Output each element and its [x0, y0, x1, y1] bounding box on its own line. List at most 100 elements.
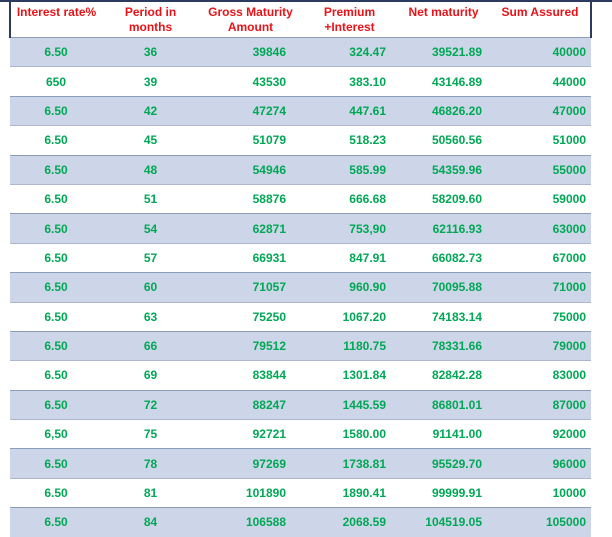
- cell-period-months: 45: [102, 125, 199, 156]
- cell-interest-rate: 6.50: [10, 478, 102, 508]
- cell-premium-interest: 2068.59: [302, 507, 397, 537]
- cell-sum-assured: 44000: [490, 66, 591, 97]
- cell-net-maturity: 39521.89: [397, 36, 490, 68]
- column-header-sum-assured: Sum Assured: [490, 2, 592, 38]
- cell-sum-assured: 55000: [490, 154, 591, 185]
- table-row: 6.50 66 79512 1180.75 78331.66 79000: [10, 330, 591, 362]
- cell-interest-rate: 650: [10, 66, 102, 97]
- cell-sum-assured: 63000: [490, 213, 591, 244]
- table-row: 6.50 84 106588 2068.59 104519.05 105000: [10, 507, 591, 537]
- cell-gross-maturity-amount: 97269: [199, 448, 302, 479]
- cell-period-months: 42: [102, 95, 199, 127]
- table-row: 6.50 57 66931 847.91 66082.73 67000: [10, 243, 591, 273]
- cell-net-maturity: 99999.91: [397, 478, 490, 508]
- cell-sum-assured: 71000: [490, 272, 591, 303]
- table-row: 6.50 45 51079 518.23 50560.56 51000: [10, 125, 591, 156]
- cell-net-maturity: 43146.89: [397, 66, 490, 97]
- cell-interest-rate: 6.50: [10, 213, 102, 244]
- cell-gross-maturity-amount: 92721: [199, 419, 302, 449]
- cell-sum-assured: 96000: [490, 448, 591, 479]
- cell-gross-maturity-amount: 58876: [199, 184, 302, 214]
- cell-net-maturity: 46826.20: [397, 95, 490, 127]
- cell-premium-interest: 1301.84: [302, 360, 397, 391]
- cell-premium-interest: 585.99: [302, 154, 397, 185]
- cell-premium-interest: 666.68: [302, 184, 397, 214]
- cell-interest-rate: 6,50: [10, 419, 102, 449]
- cell-interest-rate: 6.50: [10, 272, 102, 303]
- table-row: 6.50 51 58876 666.68 58209.60 59000: [10, 184, 591, 214]
- cell-sum-assured: 47000: [490, 95, 591, 127]
- column-header-gross-maturity-amount: Gross Maturity Amount: [199, 2, 302, 38]
- cell-period-months: 60: [102, 272, 199, 303]
- table-row: 6.50 72 88247 1445.59 86801.01 87000: [10, 389, 591, 421]
- cell-net-maturity: 74183.14: [397, 302, 490, 332]
- cell-period-months: 54: [102, 213, 199, 244]
- cell-sum-assured: 67000: [490, 243, 591, 273]
- table-row: 6.50 36 39846 324.47 39521.89 40000: [10, 36, 591, 68]
- cell-premium-interest: 1445.59: [302, 389, 397, 421]
- cell-net-maturity: 70095.88: [397, 272, 490, 303]
- cell-sum-assured: 10000: [490, 478, 591, 508]
- cell-premium-interest: 1067.20: [302, 302, 397, 332]
- table-header-row: Interest rate% Period in months Gross Ma…: [9, 2, 592, 38]
- cell-period-months: 39: [102, 66, 199, 97]
- cell-interest-rate: 6.50: [10, 95, 102, 127]
- cell-premium-interest: 960.90: [302, 272, 397, 303]
- cell-net-maturity: 58209.60: [397, 184, 490, 214]
- cell-premium-interest: 518.23: [302, 125, 397, 156]
- cell-net-maturity: 54359.96: [397, 154, 490, 185]
- cell-net-maturity: 62116.93: [397, 213, 490, 244]
- cell-gross-maturity-amount: 88247: [199, 389, 302, 421]
- cell-premium-interest: 1890.41: [302, 478, 397, 508]
- cell-net-maturity: 95529.70: [397, 448, 490, 479]
- cell-gross-maturity-amount: 106588: [199, 507, 302, 537]
- cell-gross-maturity-amount: 71057: [199, 272, 302, 303]
- cell-interest-rate: 6.50: [10, 330, 102, 362]
- table-row: 6,50 75 92721 1580.00 91141.00 92000: [10, 419, 591, 449]
- cell-interest-rate: 6.50: [10, 36, 102, 68]
- cell-premium-interest: 753,90: [302, 213, 397, 244]
- cell-sum-assured: 51000: [490, 125, 591, 156]
- cell-interest-rate: 6.50: [10, 125, 102, 156]
- table-row: 6.50 63 75250 1067.20 74183.14 75000: [10, 302, 591, 332]
- cell-gross-maturity-amount: 47274: [199, 95, 302, 127]
- column-header-interest-rate: Interest rate%: [9, 2, 102, 38]
- cell-period-months: 48: [102, 154, 199, 185]
- table-row: 6.50 69 83844 1301.84 82842.28 83000: [10, 360, 591, 391]
- top-divider-rule: [0, 0, 612, 2]
- cell-gross-maturity-amount: 101890: [199, 478, 302, 508]
- column-header-period-months: Period in months: [102, 2, 199, 38]
- cell-sum-assured: 87000: [490, 389, 591, 421]
- cell-period-months: 78: [102, 448, 199, 479]
- table-row: 6.50 78 97269 1738.81 95529.70 96000: [10, 448, 591, 479]
- cell-interest-rate: 6.50: [10, 302, 102, 332]
- cell-interest-rate: 6.50: [10, 389, 102, 421]
- cell-period-months: 57: [102, 243, 199, 273]
- cell-interest-rate: 6.50: [10, 507, 102, 537]
- cell-period-months: 81: [102, 478, 199, 508]
- cell-net-maturity: 78331.66: [397, 330, 490, 362]
- cell-period-months: 84: [102, 507, 199, 537]
- cell-interest-rate: 6.50: [10, 448, 102, 479]
- cell-premium-interest: 1180.75: [302, 330, 397, 362]
- cell-premium-interest: 1580.00: [302, 419, 397, 449]
- cell-net-maturity: 91141.00: [397, 419, 490, 449]
- cell-gross-maturity-amount: 54946: [199, 154, 302, 185]
- cell-gross-maturity-amount: 62871: [199, 213, 302, 244]
- cell-net-maturity: 82842.28: [397, 360, 490, 391]
- cell-net-maturity: 50560.56: [397, 125, 490, 156]
- cell-premium-interest: 383.10: [302, 66, 397, 97]
- cell-period-months: 51: [102, 184, 199, 214]
- table-row: 6.50 81 101890 1890.41 99999.91 10000: [10, 478, 591, 508]
- cell-period-months: 75: [102, 419, 199, 449]
- cell-net-maturity: 66082.73: [397, 243, 490, 273]
- column-header-net-maturity: Net maturity: [397, 2, 490, 38]
- cell-gross-maturity-amount: 79512: [199, 330, 302, 362]
- cell-period-months: 36: [102, 36, 199, 68]
- cell-premium-interest: 1738.81: [302, 448, 397, 479]
- cell-sum-assured: 92000: [490, 419, 591, 449]
- cell-sum-assured: 79000: [490, 330, 591, 362]
- cell-sum-assured: 105000: [490, 507, 591, 537]
- cell-sum-assured: 75000: [490, 302, 591, 332]
